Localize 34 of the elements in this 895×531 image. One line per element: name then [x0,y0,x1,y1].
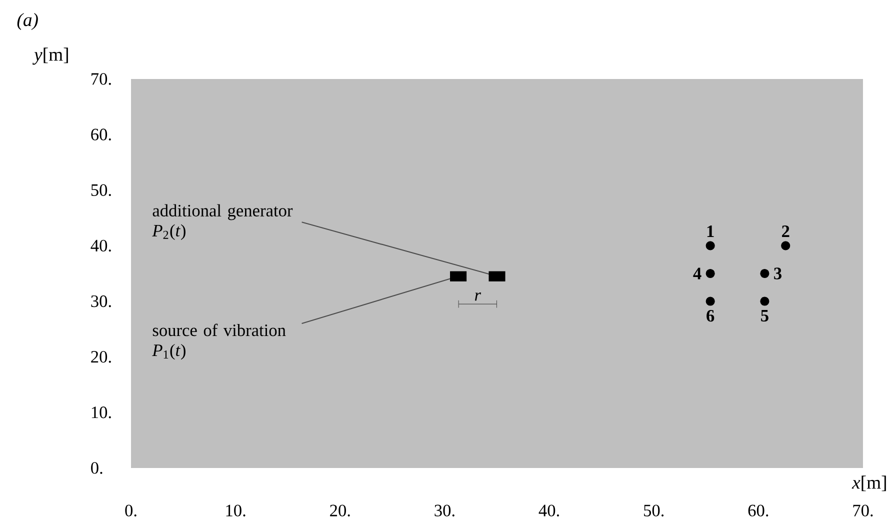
y-tick-label: 20. [91,350,111,363]
point [706,241,715,250]
y-tick-label: 40. [90,240,111,252]
annotation: additional generator P$_{2}$(t) [152,204,293,240]
x-tick-label: 70. [853,504,873,516]
annotation: 1 [707,226,714,237]
point [706,268,715,278]
annotation: 2 [782,226,790,237]
annotation: r [474,292,482,301]
x-tick-label: 60. [748,504,768,516]
y-tick-label: 0. [91,462,102,474]
point [760,296,770,306]
x-tick-label: 50. [644,504,664,516]
annotation: 3 [774,268,782,280]
y-tick-label: 30. [91,295,111,308]
point [706,296,715,306]
point [760,268,770,278]
annotation: source of vibration P$_{1}$(t) [152,324,286,360]
x-tick-label: 40. [538,504,559,516]
annotation: 5 [761,310,768,322]
x-tick-label: 30. [434,504,454,516]
x-tick-label: 20. [330,504,350,516]
y-tick-label: 70. [92,73,111,85]
y-tick-label: 10. [92,406,111,418]
y-axis-title: y[m] [32,48,68,65]
y-tick-label: 50. [91,184,111,196]
annotation: 4 [693,268,702,280]
x-tick-label: 10. [226,504,246,516]
annotation: 6 [706,310,714,322]
x-axis-title: x[m] [852,476,886,492]
y-tick-label: 60. [91,128,111,140]
point [781,241,790,250]
chart-title: (a) [17,13,38,30]
x-tick-label: 0. [125,504,136,516]
